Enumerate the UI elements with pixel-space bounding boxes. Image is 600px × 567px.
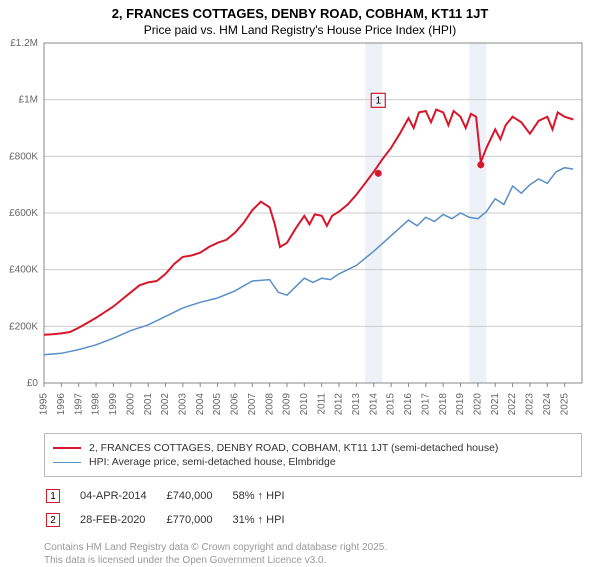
legend-row: HPI: Average price, semi-detached house,… bbox=[53, 456, 573, 468]
x-axis-label: 2014 bbox=[368, 393, 379, 416]
table-row: 1 04-APR-2014£740,00058% ↑ HPI bbox=[46, 485, 303, 507]
marker-delta: 31% ↑ HPI bbox=[233, 509, 303, 531]
marker-price: £740,000 bbox=[167, 485, 231, 507]
x-axis-label: 2004 bbox=[195, 393, 206, 416]
x-axis-label: 1999 bbox=[108, 393, 119, 416]
x-axis-label: 2000 bbox=[125, 393, 136, 416]
chart-container: £0 £200K £400K £600K £800K £1M £1.2M 1995 1996 19… bbox=[0, 39, 600, 429]
x-axis-label: 2013 bbox=[351, 393, 362, 416]
y-axis-label: £1.2M bbox=[10, 39, 38, 49]
x-axis-label: 2019 bbox=[455, 393, 466, 416]
x-axis-label: 2003 bbox=[177, 393, 188, 416]
y-axis-label: £400K bbox=[9, 265, 38, 276]
x-axis-label: 2017 bbox=[420, 393, 431, 416]
x-axis-label: 2009 bbox=[282, 393, 293, 416]
y-axis-label: £200K bbox=[9, 321, 38, 332]
marker-dot bbox=[375, 170, 382, 177]
x-axis-label: 1996 bbox=[56, 393, 67, 416]
y-axis-label: £1M bbox=[19, 95, 38, 106]
y-axis-label: £0 bbox=[27, 378, 39, 389]
x-axis-label: 2001 bbox=[143, 393, 154, 416]
x-axis-label: 2008 bbox=[264, 393, 275, 416]
y-axis-label: £800K bbox=[9, 151, 38, 162]
y-axis-label: £600K bbox=[9, 208, 38, 219]
footer: Contains HM Land Registry data © Crown c… bbox=[44, 541, 582, 567]
chart-title: 2, FRANCES COTTAGES, DENBY ROAD, COBHAM,… bbox=[0, 6, 600, 21]
legend-label: HPI: Average price, semi-detached house,… bbox=[89, 456, 336, 468]
x-axis-label: 1998 bbox=[91, 393, 102, 416]
x-axis-label: 2025 bbox=[559, 393, 570, 416]
legend-row: 2, FRANCES COTTAGES, DENBY ROAD, COBHAM,… bbox=[53, 442, 573, 454]
x-axis-label: 2018 bbox=[438, 393, 449, 416]
marker-price: £770,000 bbox=[167, 509, 231, 531]
x-axis-label: 2015 bbox=[386, 393, 397, 416]
x-axis-label: 2007 bbox=[247, 393, 258, 416]
x-axis-label: 2002 bbox=[160, 393, 171, 416]
legend: 2, FRANCES COTTAGES, DENBY ROAD, COBHAM,… bbox=[44, 433, 582, 477]
x-axis-label: 1997 bbox=[73, 393, 84, 416]
titles: 2, FRANCES COTTAGES, DENBY ROAD, COBHAM,… bbox=[0, 0, 600, 39]
x-axis-label: 2024 bbox=[542, 393, 553, 416]
x-axis-label: 2020 bbox=[473, 393, 484, 416]
x-axis-label: 2012 bbox=[334, 393, 345, 416]
x-axis-label: 2022 bbox=[507, 393, 518, 416]
x-axis-label: 1995 bbox=[39, 393, 50, 416]
x-axis-label: 2023 bbox=[525, 393, 536, 416]
marker-badge: 2 bbox=[46, 513, 60, 527]
x-axis-label: 2005 bbox=[212, 393, 223, 416]
x-axis-label: 2006 bbox=[230, 393, 241, 416]
marker-date: 04-APR-2014 bbox=[80, 485, 165, 507]
table-row: 2 28-FEB-2020£770,00031% ↑ HPI bbox=[46, 509, 303, 531]
marker-date: 28-FEB-2020 bbox=[80, 509, 165, 531]
marker-dot bbox=[477, 161, 484, 168]
marker-delta: 58% ↑ HPI bbox=[233, 485, 303, 507]
legend-label: 2, FRANCES COTTAGES, DENBY ROAD, COBHAM,… bbox=[89, 442, 498, 454]
x-axis-label: 2011 bbox=[316, 393, 327, 415]
price-chart: £0 £200K £400K £600K £800K £1M £1.2M 1995 1996 19… bbox=[0, 39, 600, 429]
markers-table: 1 04-APR-2014£740,00058% ↑ HPI 2 28-FEB-202… bbox=[44, 483, 305, 533]
x-axis-label: 2010 bbox=[299, 393, 310, 416]
x-axis-label: 2016 bbox=[403, 393, 414, 416]
footer-line-2: This data is licensed under the Open Gov… bbox=[44, 554, 582, 567]
series-prop bbox=[44, 110, 573, 335]
legend-swatch bbox=[53, 447, 81, 449]
legend-swatch bbox=[53, 462, 81, 463]
x-axis-label: 2021 bbox=[490, 393, 501, 416]
footer-line-1: Contains HM Land Registry data © Crown c… bbox=[44, 541, 582, 554]
marker-badge: 1 bbox=[46, 489, 60, 503]
chart-subtitle: Price paid vs. HM Land Registry's House … bbox=[0, 23, 600, 37]
marker-number: 1 bbox=[375, 95, 381, 106]
